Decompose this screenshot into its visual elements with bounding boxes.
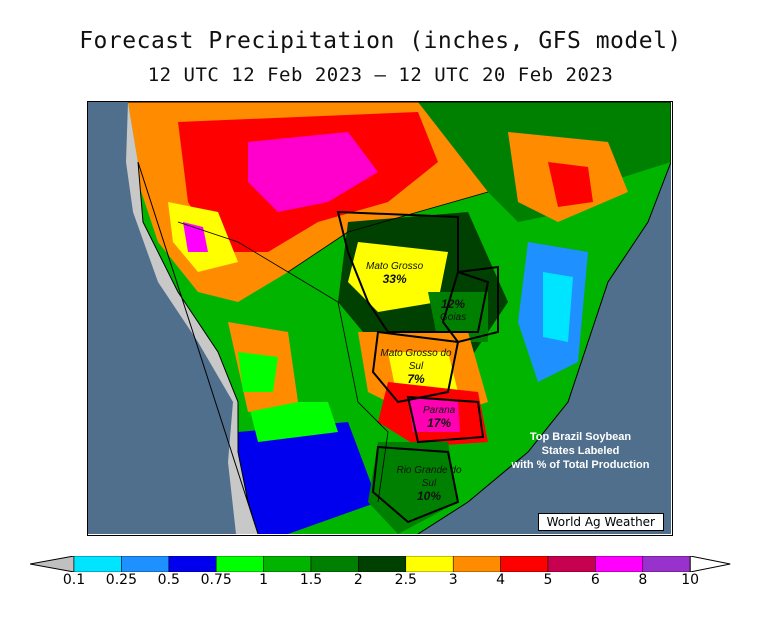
legend-tick-label: 10 [681,572,700,588]
legend-swatch [642,556,691,572]
legend-swatch [121,556,170,572]
legend-swatch [263,556,312,572]
color-legend [30,556,731,572]
legend-swatch [358,556,407,572]
map-subtitle: 12 UTC 12 Feb 2023 – 12 UTC 20 Feb 2023 [147,64,614,86]
legend-tick-label: 6 [590,572,600,588]
legend-tick-label: 5 [543,572,553,588]
legend-tick-label: 0.75 [200,572,232,588]
legend-tick-label: 2.5 [394,572,417,588]
legend-tick-label: 1 [259,572,269,588]
legend-tick-label: 2 [353,572,363,588]
mato-grosso-outline [336,210,490,333]
legend-swatch [310,556,359,572]
legend-tick-label: 4 [496,572,506,588]
legend-tick-label: 3 [448,572,458,588]
legend-swatch [547,556,596,572]
state-name: Parana [423,405,456,416]
goias-outline [441,265,499,344]
mato-grosso-do-sul-outline [371,330,460,404]
state-percent: 10% [416,489,442,503]
note-line: with % of Total Production [511,459,650,471]
legend-tick-label: 1.5 [299,572,323,588]
legend-swatch [500,556,549,572]
annotation-note: Top Brazil Soybean States Labeled with %… [498,430,663,472]
state-percent: 7% [407,372,425,386]
legend-swatch [452,556,501,572]
country-borders [177,191,489,503]
legend-above-triangle [689,556,731,572]
state-name: Rio Grande do Sul [396,465,462,489]
legend-swatch [215,556,264,572]
legend-tick-label: 0.5 [157,572,180,588]
note-line: States Labeled [541,445,620,457]
legend-tick-label: 0.1 [62,572,86,588]
parana-outline [406,395,485,444]
legend-ticks: 0.1 0.25 0.5 0.75 1 1.5 2 2.5 3 4 5 6 8 10 [0,572,761,594]
coastline [128,102,671,534]
legend-swatch [405,556,454,572]
state-label-goias: 12% Goias [440,298,466,324]
legend-tick-label: 0.25 [105,572,137,588]
legend-swatch [595,556,644,572]
note-line: Top Brazil Soybean [529,431,632,443]
state-name: Mato Grosso [366,261,424,272]
legend-tick-label: 8 [638,572,648,588]
state-name: Goias [440,312,467,323]
legend-swatch [73,556,122,572]
state-label-rio-grande-do-sul: Rio Grande do Sul 10% [394,464,464,503]
brand-watermark: World Ag Weather [537,513,664,531]
legend-below-triangle [30,556,75,572]
map-graphic [88,102,671,534]
state-label-mato-grosso: Mato Grosso 33% [366,260,423,286]
map-title: Forecast Precipitation (inches, GFS mode… [79,28,682,54]
state-percent: 12% [441,297,466,311]
state-label-parana: Parana 17% [423,404,455,430]
state-label-mato-grosso-do-sul: Mato Grosso do Sul 7% [376,347,456,386]
state-percent: 17% [427,416,452,430]
state-name: Mato Grosso do Sul [380,348,452,372]
precipitation-field [128,102,671,534]
precipitation-map: Mato Grosso 33% 12% Goias Mato Grosso do… [87,101,673,536]
legend-swatch [168,556,217,572]
state-percent: 33% [382,272,407,286]
rio-grande-do-sul-outline [371,445,460,524]
